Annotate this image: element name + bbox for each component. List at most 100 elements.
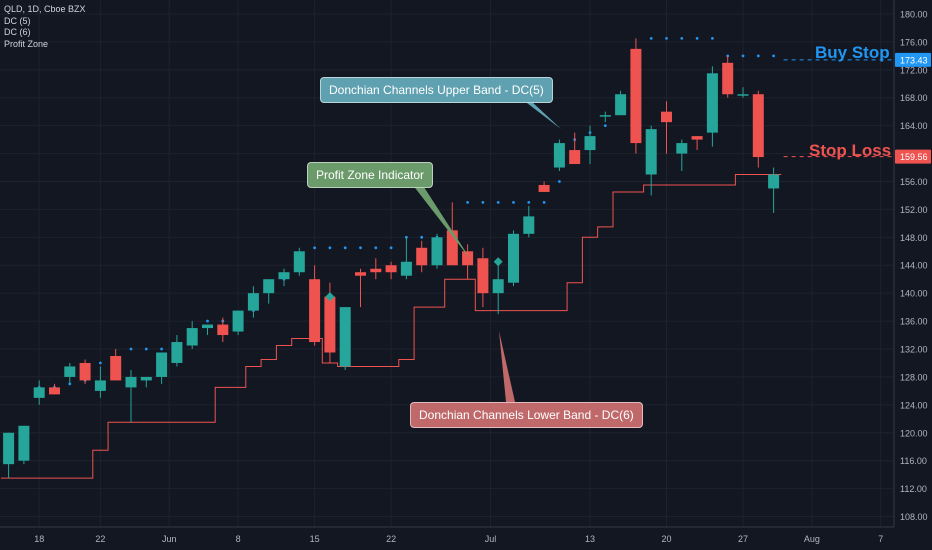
upper-band-dot [99,361,102,365]
y-tick-label: 172.00 [900,65,928,75]
candle-body [523,216,535,234]
candle-body [49,387,60,395]
x-tick-label: 7 [878,534,883,544]
candle [691,136,703,151]
candle-body [737,94,749,96]
callout-upper-pointer [523,100,561,129]
candle-body [477,258,489,294]
upper-band-dot [160,347,164,351]
upper-band-dot [466,201,469,204]
y-tick-label: 152.00 [900,205,928,215]
legend-dc6[interactable]: DC (6) [4,27,31,37]
candle-body [309,279,321,343]
candle-body [400,261,412,276]
candle [339,307,351,370]
candle-body [140,376,152,381]
candle-body [492,279,504,294]
y-tick-label: 156.00 [900,177,928,187]
profit-zone-marker [493,257,503,267]
candle-body [324,296,336,353]
candle [202,324,213,336]
y-tick-label: 148.00 [900,233,928,243]
upper-band-dot [496,201,500,204]
candle [110,349,122,381]
candle [416,240,428,273]
callout-lower-band: Donchian Channels Lower Band - DC(6) [410,402,643,428]
upper-band-dot [649,36,653,40]
candle-body [355,272,366,276]
candle [584,125,596,165]
x-tick-label: 22 [95,534,105,544]
legend-symbol[interactable]: QLD, 1D, Cboe BZX [4,4,86,14]
stop-loss-price-tag: 159.56 [895,149,931,164]
candle-body [156,352,168,377]
y-tick-label: 132.00 [900,345,928,355]
x-tick-label: 13 [585,534,595,544]
y-tick-label: 124.00 [900,400,928,410]
upper-band-dot [343,246,347,250]
candle [553,139,565,172]
y-tick-label: 128.00 [900,372,928,382]
candle-body [94,380,106,391]
upper-band-dot [542,201,546,204]
y-tick-label: 180.00 [900,9,928,19]
candle-body [416,247,428,266]
profit-zone-marker [325,292,335,302]
candle-body [645,129,657,175]
x-tick-label: 8 [236,534,241,544]
candle [3,432,15,479]
upper-band-dot [512,201,515,204]
x-tick-label: 27 [738,534,748,544]
candle [492,258,504,315]
candle-body [706,73,718,133]
candle [400,237,412,280]
lower-band-line [0,174,782,479]
upper-band-dot [389,246,393,250]
upper-band-dot [603,124,607,128]
candle [630,38,642,154]
candle [661,101,672,154]
x-tick-label: Aug [804,534,820,544]
candle-body [171,342,183,363]
candle-body [370,268,382,273]
legend-profit-zone[interactable]: Profit Zone [4,38,49,49]
stop-loss-price-tag-bg [895,149,931,164]
candle-body [615,94,627,116]
candle [263,279,275,304]
candle-body [630,48,642,144]
upper-band-dot [313,246,316,250]
candle [538,181,550,192]
candle [171,335,183,367]
candle-body [278,272,290,280]
callout-lower-pointer [499,331,515,402]
candle [94,366,106,398]
y-tick-label: 176.00 [900,37,928,47]
candle-body [722,62,734,95]
candle [508,230,519,287]
candle-body [217,324,229,336]
candle-body [584,136,596,151]
candle [722,55,734,98]
x-tick-label: Jun [162,534,177,544]
upper-band-dot [772,54,775,58]
candle [156,352,168,384]
x-tick-label: Jul [485,534,497,544]
candle [79,359,91,384]
y-tick-label: 108.00 [900,512,928,522]
y-tick-label: 116.00 [900,456,927,466]
candle-body [79,362,91,381]
y-tick-label: 164.00 [900,121,928,131]
candle-body [446,230,458,266]
candle-body [339,307,351,367]
candle [523,205,535,238]
y-tick-label: 140.00 [900,289,928,299]
candle [355,268,366,308]
candle-body [462,251,474,266]
candle [569,132,581,165]
candle [186,321,198,350]
x-tick-label: 20 [661,534,671,544]
upper-band-dot [359,246,362,250]
candle-body [33,387,45,398]
upper-band-dot [665,36,668,40]
legend-dc5[interactable]: DC (5) [4,15,31,26]
